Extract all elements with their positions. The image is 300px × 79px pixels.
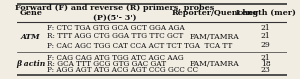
Text: 21: 21 xyxy=(261,54,271,62)
Text: ATM: ATM xyxy=(21,33,40,41)
Text: F: CTC TGA GTG GCA GCT GGA AGA: F: CTC TGA GTG GCA GCT GGA AGA xyxy=(47,24,185,32)
Text: F: CAG CAG ATG TGG ATC AGC AAG: F: CAG CAG ATG TGG ATC AGC AAG xyxy=(47,54,184,62)
Text: 21: 21 xyxy=(261,24,271,32)
Text: Forward (F) and reverse (R) primers, probes
(P)(5'- 3'): Forward (F) and reverse (R) primers, pro… xyxy=(15,4,214,21)
Text: FAM/TAMRA: FAM/TAMRA xyxy=(190,60,239,68)
Text: 23: 23 xyxy=(261,66,271,74)
Text: P: CAC AGC TGG CAT CCA ACT TCT TGA  TCA TT: P: CAC AGC TGG CAT CCA ACT TCT TGA TCA T… xyxy=(47,42,232,50)
Text: 21: 21 xyxy=(261,32,271,40)
Text: 18: 18 xyxy=(261,60,271,68)
Text: R: GCA TTT GCG GTG GAC GAT: R: GCA TTT GCG GTG GAC GAT xyxy=(47,60,166,68)
Text: FAM/TAMRA: FAM/TAMRA xyxy=(190,33,239,41)
Text: β actin: β actin xyxy=(16,60,45,68)
Text: Length (mer): Length (mer) xyxy=(236,9,296,17)
Text: R: TTT AGG CTG GGA TTG TTC GCT: R: TTT AGG CTG GGA TTG TTC GCT xyxy=(47,32,183,40)
Text: Reporter/Quencher: Reporter/Quencher xyxy=(171,9,258,17)
Text: P: AGG AGT ATG ACG AGT CCG GCC CC: P: AGG AGT ATG ACG AGT CCG GCC CC xyxy=(47,66,198,74)
Text: Gene: Gene xyxy=(20,9,42,17)
Text: 29: 29 xyxy=(261,41,271,49)
